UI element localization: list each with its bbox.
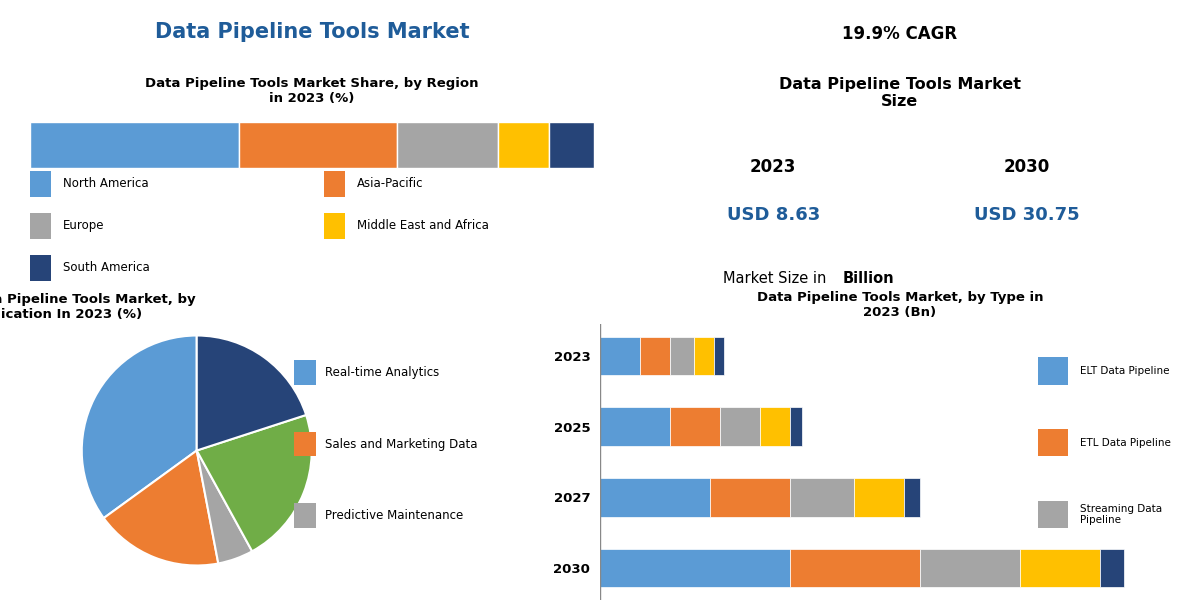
Bar xyxy=(760,407,790,446)
Bar xyxy=(920,548,1020,587)
Text: 2030: 2030 xyxy=(1003,158,1050,176)
Bar xyxy=(30,171,50,197)
Text: Predictive Maintenance: Predictive Maintenance xyxy=(325,509,463,523)
Bar xyxy=(790,478,854,517)
Bar xyxy=(294,503,316,528)
Bar xyxy=(30,255,50,281)
Bar xyxy=(600,478,710,517)
Bar xyxy=(324,171,346,197)
Bar xyxy=(239,122,396,167)
Bar xyxy=(670,337,694,376)
Text: USD 30.75: USD 30.75 xyxy=(974,206,1080,224)
Bar xyxy=(790,548,920,587)
Text: ELT Data Pipeline: ELT Data Pipeline xyxy=(1080,366,1170,376)
Wedge shape xyxy=(197,335,306,451)
Text: Asia-Pacific: Asia-Pacific xyxy=(358,177,424,190)
Text: Streaming Data
Pipeline: Streaming Data Pipeline xyxy=(1080,503,1162,525)
Text: 2023: 2023 xyxy=(750,158,797,176)
Bar xyxy=(694,337,714,376)
Bar xyxy=(714,337,724,376)
Bar xyxy=(30,122,239,167)
Bar xyxy=(294,360,316,385)
Text: Middle East and Africa: Middle East and Africa xyxy=(358,220,488,232)
Text: Billion: Billion xyxy=(842,271,894,286)
Bar xyxy=(294,431,316,457)
Bar xyxy=(1038,500,1068,528)
Text: North America: North America xyxy=(64,177,149,190)
Bar xyxy=(600,337,640,376)
Bar xyxy=(640,337,670,376)
Bar xyxy=(670,407,720,446)
Text: Real-time Analytics: Real-time Analytics xyxy=(325,366,439,379)
Title: Data Pipeline Tools Market, by Type in
2023 (Bn): Data Pipeline Tools Market, by Type in 2… xyxy=(757,290,1043,319)
Text: ETL Data Pipeline: ETL Data Pipeline xyxy=(1080,437,1171,448)
Text: Market Size in: Market Size in xyxy=(722,271,830,286)
Text: Sales and Marketing Data: Sales and Marketing Data xyxy=(325,437,478,451)
Text: USD 8.63: USD 8.63 xyxy=(727,206,820,224)
Text: Data Pipeline Tools Market, by
Application In 2023 (%): Data Pipeline Tools Market, by Applicati… xyxy=(0,293,196,322)
Bar xyxy=(854,478,904,517)
Bar xyxy=(710,478,790,517)
Bar xyxy=(30,213,50,239)
Text: Data Pipeline Tools Market Share, by Region
in 2023 (%): Data Pipeline Tools Market Share, by Reg… xyxy=(145,77,479,105)
Wedge shape xyxy=(197,415,312,551)
Bar xyxy=(600,548,790,587)
Bar xyxy=(498,122,548,167)
Bar xyxy=(790,407,802,446)
Text: Data Pipeline Tools Market: Data Pipeline Tools Market xyxy=(155,22,469,42)
Bar xyxy=(324,213,346,239)
Bar xyxy=(548,122,594,167)
Wedge shape xyxy=(82,335,197,518)
Bar xyxy=(1038,357,1068,385)
Bar xyxy=(904,478,920,517)
Text: Europe: Europe xyxy=(64,220,104,232)
Text: Data Pipeline Tools Market
Size: Data Pipeline Tools Market Size xyxy=(779,77,1021,109)
Bar xyxy=(1020,548,1100,587)
Text: 19.9% CAGR: 19.9% CAGR xyxy=(842,25,958,43)
Wedge shape xyxy=(103,451,218,565)
Bar xyxy=(396,122,498,167)
Bar xyxy=(1038,429,1068,457)
Text: South America: South America xyxy=(64,262,150,274)
Bar xyxy=(600,407,670,446)
Wedge shape xyxy=(197,451,252,563)
Bar xyxy=(1100,548,1124,587)
Bar xyxy=(720,407,760,446)
